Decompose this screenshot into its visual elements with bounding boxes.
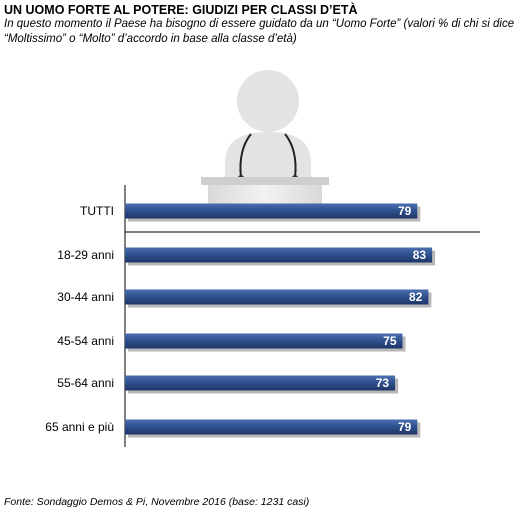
bar-value-label: 82 — [409, 290, 423, 304]
category-label: 30-44 anni — [57, 290, 114, 304]
bar-value-label: 75 — [383, 334, 397, 348]
category-label: 65 anni e più — [45, 420, 114, 434]
bar — [125, 419, 418, 435]
bar-value-label: 79 — [398, 420, 412, 434]
bar — [125, 333, 403, 349]
category-label: 55-64 anni — [57, 376, 114, 390]
bar — [125, 289, 429, 305]
chart-title: UN UOMO FORTE AL POTERE: GIUDIZI PER CLA… — [4, 3, 358, 17]
category-label: TUTTI — [80, 204, 114, 218]
chart-subtitle: In questo momento il Paese ha bisogno di… — [4, 18, 515, 45]
category-label: 18-29 anni — [57, 248, 114, 262]
bar — [125, 247, 433, 263]
bar-value-label: 83 — [413, 248, 427, 262]
bar — [125, 375, 396, 391]
bar — [125, 203, 418, 219]
category-label: 45-54 anni — [57, 334, 114, 348]
source-note: Fonte: Sondaggio Demos & Pi, Novembre 20… — [4, 496, 310, 508]
bar-value-label: 79 — [398, 204, 412, 218]
bar-value-label: 73 — [376, 376, 390, 390]
speaker-at-podium-icon — [201, 70, 329, 219]
